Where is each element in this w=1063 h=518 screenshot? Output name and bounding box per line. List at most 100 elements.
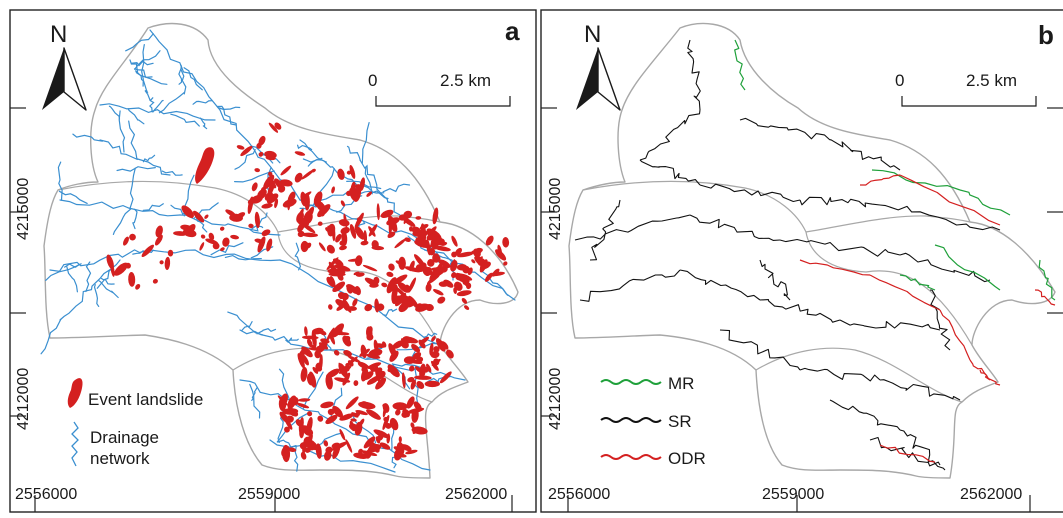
landslide-mark	[345, 439, 353, 453]
secondary-road-segment	[687, 39, 701, 111]
legend-mr-label: MR	[668, 374, 694, 393]
landslide-mark	[332, 258, 344, 267]
landslide-mark	[366, 409, 381, 420]
landslide-mark	[374, 343, 386, 348]
secondary-road-segment	[799, 196, 881, 208]
stream	[100, 277, 115, 285]
stream	[359, 159, 401, 216]
landslide-mark	[294, 172, 303, 183]
landslide-mark	[353, 452, 369, 459]
landslide-mark	[359, 177, 365, 191]
landslide-mark	[455, 272, 460, 281]
landslide-mark	[461, 297, 468, 304]
stream	[424, 332, 438, 338]
scale-end-label: 2.5 km	[966, 71, 1017, 90]
scale-start-label: 0	[895, 71, 904, 90]
landslide-mark	[304, 193, 310, 211]
landslide-mark	[450, 259, 456, 270]
landslide-mark	[154, 234, 163, 246]
landslide-mark	[335, 233, 342, 243]
landslide-mark	[254, 238, 264, 244]
y-tick-label: 4215000	[15, 178, 32, 240]
landslide-mark	[342, 366, 350, 372]
landslide-mark	[376, 203, 380, 221]
landslide-mark	[437, 296, 446, 304]
landslide-mark	[416, 381, 425, 389]
route-legend-icon	[600, 379, 662, 385]
x-tick-label: 2562000	[445, 486, 507, 503]
landslide-mark	[398, 436, 402, 443]
stream	[99, 103, 216, 121]
landslide-mark	[258, 135, 266, 146]
y-tick-label: 4215000	[547, 178, 564, 240]
damaged-road-segment	[879, 444, 936, 463]
landslide-mark	[368, 224, 378, 237]
landslide-mark	[331, 186, 335, 194]
stream	[141, 44, 145, 87]
landslide-mark	[279, 411, 290, 423]
landslide-mark	[419, 363, 426, 379]
landslide-mark	[317, 415, 324, 422]
stream	[382, 183, 411, 193]
landslide-mark	[491, 268, 500, 277]
landslide-mark	[263, 174, 275, 190]
north-label: N	[50, 21, 67, 48]
stream	[59, 199, 181, 217]
landslide-mark	[467, 267, 473, 275]
landslide-mark	[296, 402, 310, 409]
landslide-mark	[415, 216, 422, 220]
landslide-legend-icon	[67, 378, 83, 408]
landslide-mark	[325, 414, 338, 425]
legend-odr-label: ODR	[668, 449, 706, 468]
stream	[129, 59, 151, 101]
landslide-mark	[353, 380, 359, 386]
landslide-mark	[258, 151, 264, 157]
drainage-legend-icon	[71, 421, 79, 467]
landslide-mark	[453, 287, 457, 294]
landslide-mark	[471, 259, 476, 264]
panel-a: N a 0 2.5 km 2556000 2559000 2562000 421…	[9, 9, 537, 513]
landslide-mark	[398, 256, 406, 270]
main-road-segment	[871, 169, 961, 191]
landslide-mark	[332, 281, 346, 293]
landslide-mark	[266, 193, 279, 204]
landslide-mark	[375, 377, 387, 390]
landslide-mark	[503, 261, 508, 266]
landslide-mark	[502, 237, 510, 248]
stream	[66, 266, 78, 293]
landslide-mark	[403, 356, 416, 365]
stream	[132, 208, 138, 230]
landslide-mark	[456, 290, 472, 297]
landslide-mark	[155, 225, 163, 238]
landslide-mark	[354, 255, 363, 267]
landslide-mark	[451, 251, 457, 258]
secondary-road-segment	[589, 199, 621, 261]
landslide-mark	[348, 423, 360, 432]
landslide-mark	[337, 273, 344, 281]
landslide-mark	[367, 362, 382, 369]
landslide-mark	[424, 380, 440, 388]
landslide-mark	[438, 259, 451, 268]
stream	[96, 267, 113, 289]
stream	[364, 167, 373, 195]
landslide-mark	[451, 235, 458, 247]
landslide-mark	[332, 227, 336, 242]
stream	[361, 122, 370, 164]
landslide-mark	[230, 234, 240, 240]
landslide-mark	[300, 451, 307, 460]
stream	[346, 145, 361, 161]
landslide-mark	[389, 350, 399, 362]
landslide-mark	[333, 350, 340, 356]
landslide-mark	[236, 145, 245, 150]
legend-a: Event landslide Drainage network	[67, 378, 203, 468]
landslide-mark	[287, 447, 297, 452]
landslide-mark	[414, 239, 430, 249]
secondary-road-segment	[639, 159, 701, 186]
landslide-mark	[300, 366, 308, 382]
secondary-road-segment	[679, 269, 761, 301]
damaged-road-segment	[969, 359, 991, 381]
landslide-mark	[141, 244, 154, 257]
landslide-mark	[208, 232, 215, 241]
landslide-mark	[123, 236, 129, 246]
landslide-mark	[274, 198, 279, 209]
